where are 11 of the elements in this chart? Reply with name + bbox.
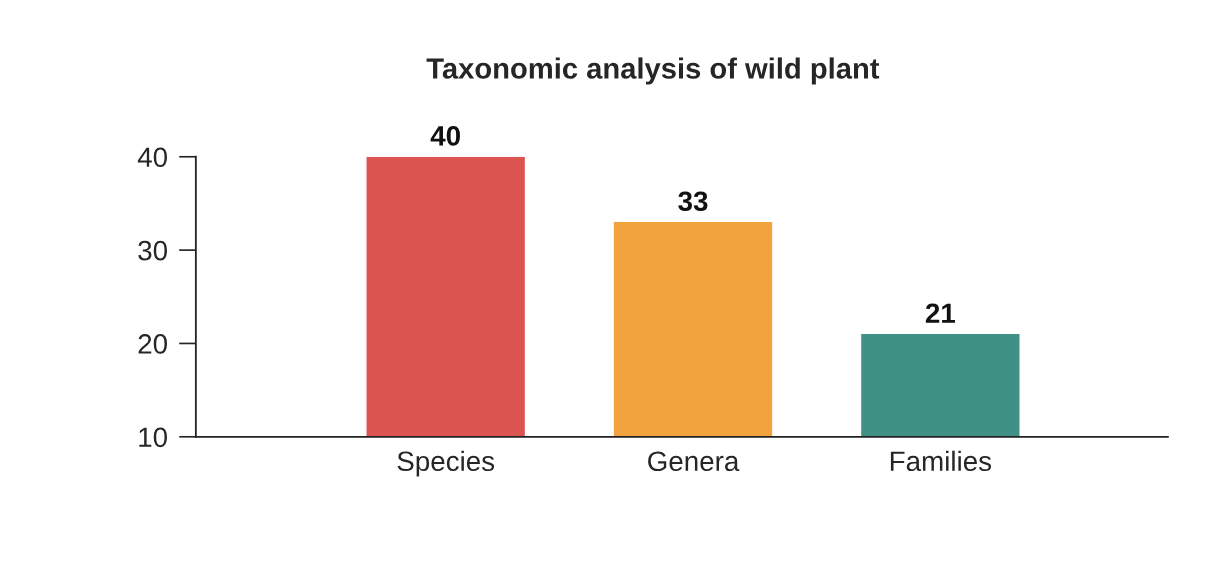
data-label: 40 [430, 126, 460, 146]
x-tick-label: Genera [648, 451, 740, 472]
y-tick-label: 10 [139, 427, 167, 448]
x-tick-label: Species [397, 450, 495, 477]
data-label: 21 [925, 303, 956, 323]
y-tick-label: 40 [137, 147, 167, 168]
y-tick-label: 20 [138, 334, 167, 354]
y-tick-label: 30 [138, 240, 167, 261]
data-label: 33 [678, 191, 708, 212]
x-tick-label: Families [890, 450, 992, 472]
chart-title: Taxonomic analysis of wild plant [426, 57, 880, 85]
